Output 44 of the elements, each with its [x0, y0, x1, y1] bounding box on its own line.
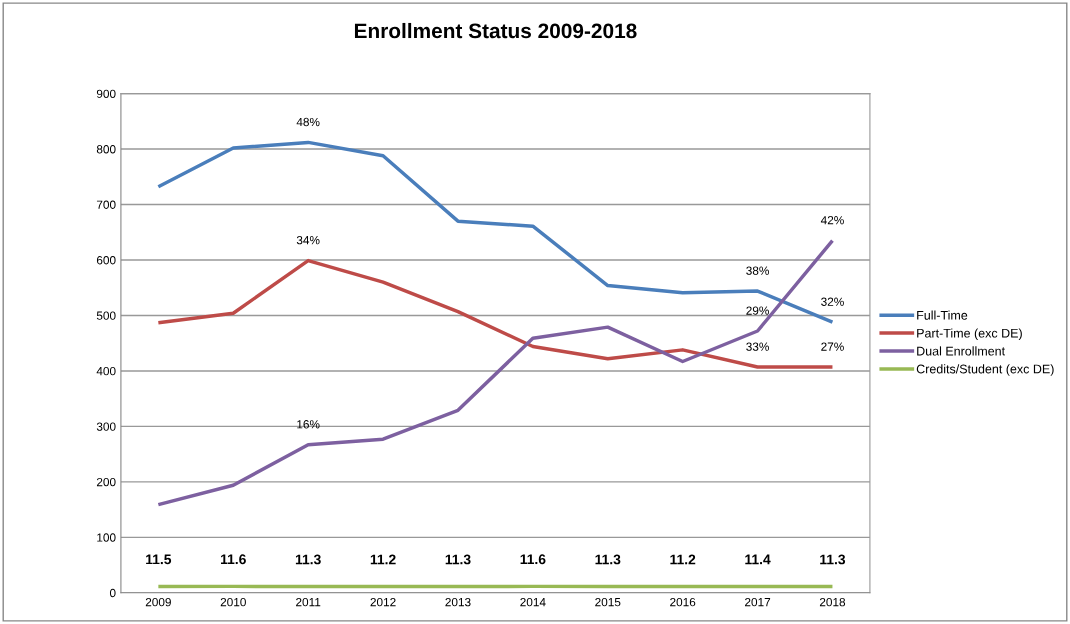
legend-label: Part-Time (exc DE) [917, 328, 1022, 341]
y-tick-label: 900 [96, 89, 116, 98]
y-tick-label: 700 [96, 200, 116, 209]
y-tick-label: 200 [96, 477, 116, 487]
y-tick-label: 500 [96, 311, 116, 320]
x-tick-label: 2010 [220, 597, 246, 607]
annotation: 42% [820, 216, 844, 225]
x-tick-label: 2012 [370, 597, 396, 607]
data-label: 11.3 [820, 554, 846, 565]
legend-label: Credits/Student (exc DE) [916, 364, 1054, 376]
x-tick-label: 2018 [819, 597, 846, 607]
x-tick-label: 2013 [445, 597, 471, 607]
x-tick-label: 2016 [670, 597, 696, 607]
legend-label: Dual Enrollment [917, 346, 1005, 356]
y-tick-label: 0 [109, 588, 116, 598]
annotation: 27% [821, 342, 844, 351]
data-label: 11.4 [745, 554, 771, 565]
y-tick-label: 300 [96, 422, 116, 431]
data-label: 11.6 [520, 554, 546, 565]
annotation: 34% [296, 235, 320, 245]
data-label: 11.6 [221, 554, 246, 565]
x-tick-label: 2009 [145, 597, 171, 607]
annotation: 38% [746, 266, 769, 275]
annotation: 33% [746, 342, 769, 351]
x-tick-label: 2015 [595, 597, 621, 607]
annotation: 16% [297, 420, 320, 429]
x-tick-label: 2011 [296, 597, 321, 607]
annotation: 32% [821, 297, 844, 306]
data-label: 11.3 [445, 554, 471, 565]
chart-title: Enrollment Status 2009-2018 [354, 22, 637, 39]
annotation: 48% [296, 117, 320, 127]
annotation: 29% [746, 306, 769, 315]
data-label: 11.2 [370, 554, 396, 565]
data-label: 11.2 [670, 554, 696, 565]
y-tick-label: 100 [97, 533, 116, 542]
data-label: 11.3 [295, 554, 321, 565]
y-tick-label: 400 [96, 366, 116, 376]
y-tick-label: 800 [96, 145, 116, 154]
x-tick-label: 2017 [745, 597, 771, 607]
data-label: 11.3 [595, 554, 621, 565]
y-tick-label: 600 [96, 256, 116, 265]
x-tick-label: 2014 [520, 597, 546, 607]
legend-label: Full-Time [917, 310, 968, 320]
data-label: 11.5 [146, 554, 172, 565]
